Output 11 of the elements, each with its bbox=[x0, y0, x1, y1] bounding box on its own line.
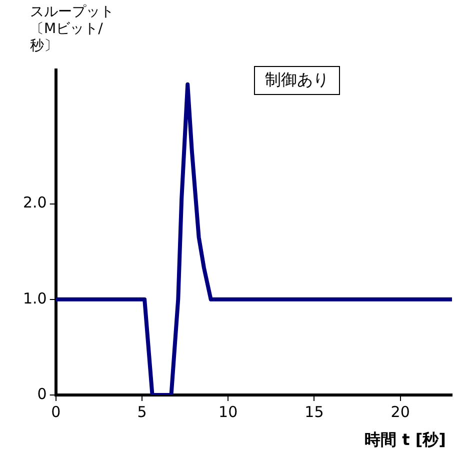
y-tick-label: 2.0 bbox=[22, 194, 47, 212]
x-tick-label: 0 bbox=[51, 402, 61, 421]
x-tick-label: 5 bbox=[137, 402, 147, 421]
x-axis-title: 時間 t [秒] bbox=[364, 430, 446, 451]
y-tick-label: 0 bbox=[37, 384, 47, 403]
x-tick-label: 20 bbox=[390, 402, 410, 421]
x-tick-label: 10 bbox=[218, 402, 238, 421]
y-tick-label: 1.0 bbox=[22, 289, 47, 308]
y-axis-title: スループット〔Mビット/秒〕 bbox=[30, 4, 115, 55]
annotation: 制御あり bbox=[254, 66, 340, 95]
x-tick-label: 15 bbox=[304, 402, 324, 421]
